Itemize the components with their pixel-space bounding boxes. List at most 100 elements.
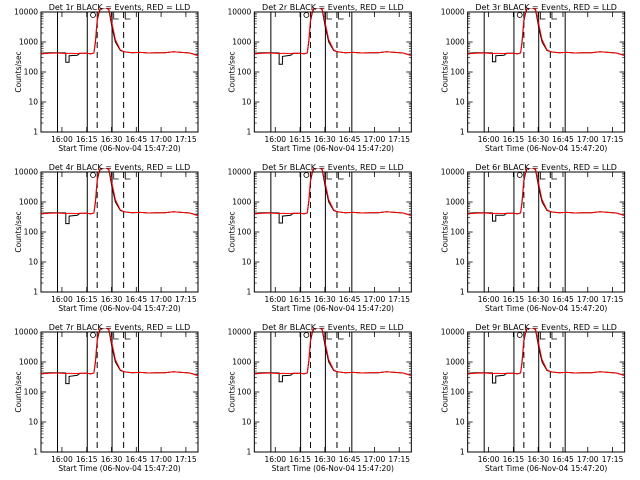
x-tick-label: 16:15 [76,135,98,144]
x-tick-label: 16:30 [101,295,123,304]
y-axis-label: Counts/sec [14,371,23,412]
plot-frame [467,171,626,293]
detector-panel: Det 1r BLACK = Events, RED = LLD 1 10 100 10… [14,3,199,153]
peak-marker [90,172,96,178]
x-tick-label: 16:15 [503,295,525,304]
panel-title: Det 1r BLACK = Events, RED = LLD [49,3,191,12]
x-axis-label: Start Time (06-Nov-04 15:47:20) [485,144,607,153]
x-tick-label: 16:30 [527,295,549,304]
bracket-marker [539,172,546,180]
y-tick-label: 10 [242,258,252,267]
y-tick-label: 1000 [232,38,251,47]
y-tick-label: 1000 [19,198,38,207]
x-tick-label: 16:00 [264,135,286,144]
x-tick-label: 16:45 [125,455,147,464]
detector-panel: Det 6r BLACK = Events, RED = LLD 1 10 100 10… [441,163,626,313]
lld-series-line [41,8,198,57]
bracket-marker [539,332,546,340]
x-tick-label: 17:00 [577,295,599,304]
panel-title: Det 2r BLACK = Events, RED = LLD [262,3,404,12]
y-tick-label: 100 [24,388,39,397]
detector-panel: Det 3r BLACK = Events, RED = LLD 1 10 100 10… [441,3,626,153]
detector-panel: Det 8r BLACK = Events, RED = LLD 1 10 100 10… [227,323,412,473]
lld-series-line [467,8,625,57]
x-tick-label: 16:30 [101,135,123,144]
y-tick-label: 1 [460,128,465,137]
y-tick-label: 100 [237,388,252,397]
x-axis-label: Start Time (06-Nov-04 15:47:20) [272,304,394,313]
x-tick-label: 17:00 [364,135,386,144]
x-tick-label: 16:45 [125,295,147,304]
x-tick-label: 16:00 [478,135,500,144]
panel-title: Det 6r BLACK = Events, RED = LLD [475,163,617,172]
x-tick-label: 16:15 [76,295,98,304]
x-tick-label: 17:00 [364,295,386,304]
bracket-marker [124,12,131,20]
x-tick-label: 17:00 [364,455,386,464]
x-tick-label: 17:00 [150,455,172,464]
plot-frame [40,331,199,453]
events-series-line [41,168,198,225]
peak-marker [303,12,310,18]
x-tick-label: 16:00 [51,135,73,144]
y-tick-label: 10000 [227,8,251,17]
y-tick-label: 100 [24,68,39,77]
x-tick-label: 16:30 [527,135,549,144]
plot-frame [40,11,199,133]
y-tick-label: 10000 [227,168,251,177]
y-axis-label: Counts/sec [14,51,23,92]
x-tick-label: 16:30 [314,135,336,144]
y-tick-label: 1000 [446,198,465,207]
y-tick-label: 1 [247,448,252,457]
panel-title: Det 7r BLACK = Events, RED = LLD [49,323,191,332]
y-axis-label: Counts/sec [441,51,450,92]
x-axis-label: Start Time (06-Nov-04 15:47:20) [485,464,607,473]
y-tick-label: 1 [33,128,38,137]
y-tick-label: 100 [450,388,465,397]
x-axis-label: Start Time (06-Nov-04 15:47:20) [272,464,394,473]
x-tick-label: 16:15 [76,455,98,464]
y-tick-label: 1000 [446,358,465,367]
y-tick-label: 100 [450,228,465,237]
x-tick-label: 16:45 [552,455,574,464]
y-tick-label: 10000 [441,8,465,17]
peak-marker [303,332,310,338]
plot-frame [253,331,412,453]
y-tick-label: 100 [450,68,465,77]
y-tick-label: 10 [28,98,38,107]
lld-series-line [467,168,625,217]
x-tick-label: 16:45 [552,135,574,144]
x-tick-label: 16:00 [478,455,500,464]
x-tick-label: 16:00 [264,295,286,304]
x-tick-label: 17:15 [175,455,197,464]
x-axis-label: Start Time (06-Nov-04 15:47:20) [58,464,180,473]
bracket-marker [124,332,131,340]
plot-frame [467,11,626,133]
y-tick-label: 10000 [441,168,465,177]
bracket-marker [551,12,557,20]
x-tick-label: 17:00 [577,455,599,464]
x-tick-label: 16:15 [503,135,525,144]
lld-series-line [254,8,412,57]
y-tick-label: 100 [24,228,39,237]
x-tick-label: 17:15 [388,135,410,144]
y-tick-label: 1 [460,448,465,457]
x-tick-label: 17:15 [388,455,410,464]
y-tick-label: 1 [33,448,38,457]
x-tick-label: 16:15 [289,295,311,304]
x-tick-label: 16:30 [314,295,336,304]
x-tick-label: 16:30 [527,455,549,464]
y-tick-label: 1 [247,128,252,137]
y-tick-label: 1000 [232,198,251,207]
panel-title: Det 9r BLACK = Events, RED = LLD [475,323,617,332]
y-axis-label: Counts/sec [227,371,236,412]
peak-marker [90,332,96,338]
bracket-marker [338,12,344,20]
panel-title: Det 3r BLACK = Events, RED = LLD [475,3,617,12]
events-series-line [41,8,198,63]
x-tick-label: 16:45 [125,135,147,144]
x-tick-label: 17:00 [150,295,172,304]
bracket-marker [113,172,119,180]
x-tick-label: 16:30 [101,455,123,464]
events-series-line [254,8,412,65]
